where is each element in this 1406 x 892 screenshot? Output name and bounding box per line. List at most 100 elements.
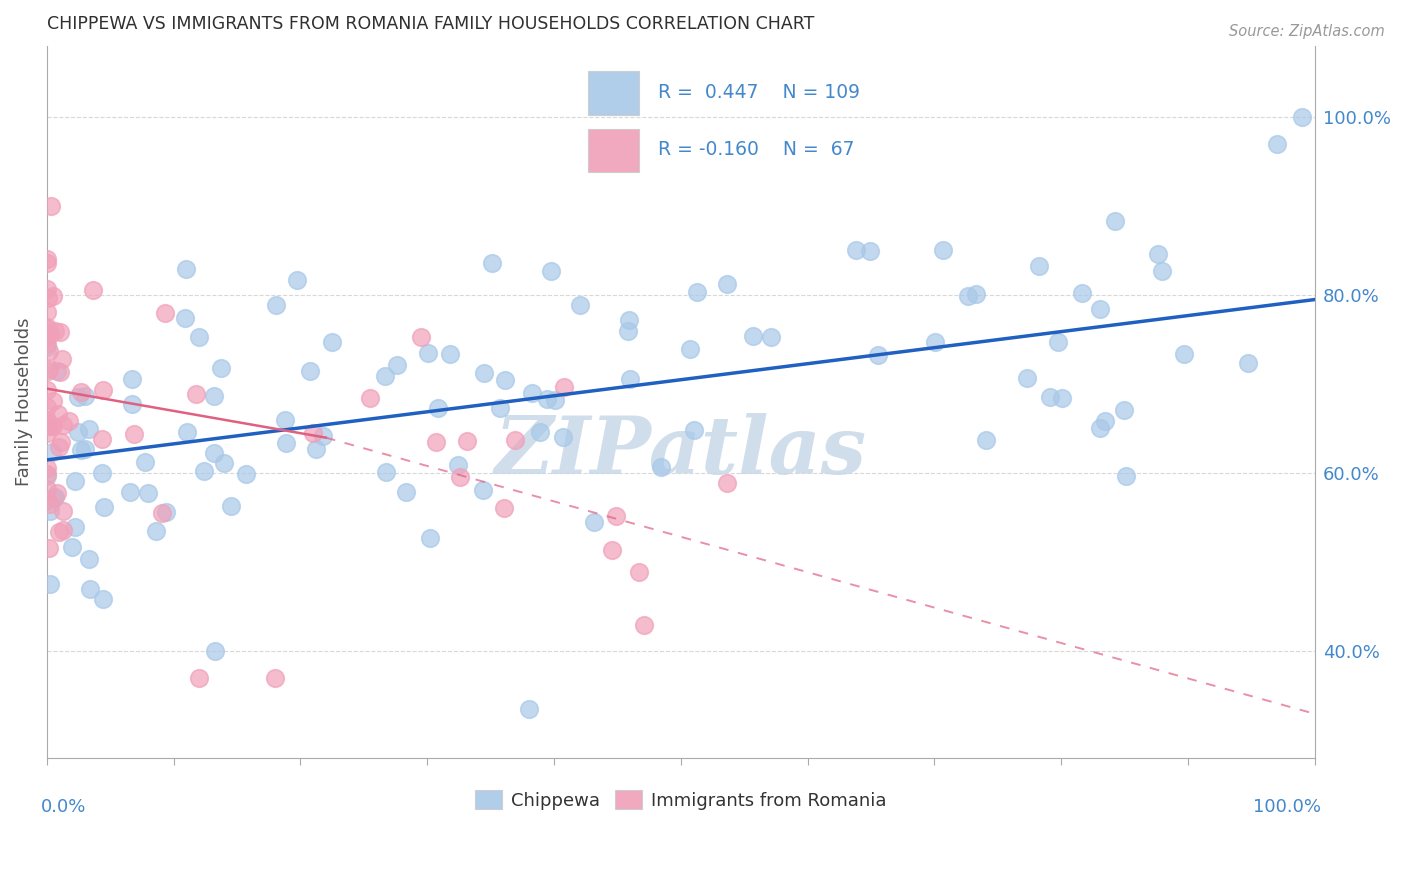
Point bbox=[42, 491, 65, 505]
Point bbox=[494, 373, 516, 387]
Point bbox=[617, 324, 640, 338]
Point bbox=[38, 361, 60, 376]
Point bbox=[134, 455, 156, 469]
Point bbox=[45, 486, 67, 500]
Point bbox=[395, 484, 418, 499]
Point bbox=[120, 485, 142, 500]
Point bbox=[619, 312, 641, 326]
Point bbox=[122, 426, 145, 441]
Point bbox=[411, 329, 433, 343]
Point bbox=[540, 264, 562, 278]
Point bbox=[35, 492, 58, 507]
Point bbox=[39, 418, 62, 433]
Point bbox=[633, 618, 655, 632]
Point bbox=[650, 460, 672, 475]
Point bbox=[1173, 347, 1195, 361]
Point bbox=[1104, 214, 1126, 228]
Point bbox=[716, 475, 738, 490]
Point bbox=[44, 490, 66, 504]
Point bbox=[174, 311, 197, 326]
Text: 0.0%: 0.0% bbox=[41, 797, 86, 815]
Point bbox=[759, 330, 782, 344]
Text: ZIPatlas: ZIPatlas bbox=[495, 413, 868, 491]
Point bbox=[1291, 110, 1313, 124]
Point bbox=[426, 401, 449, 415]
Point bbox=[529, 425, 551, 440]
Point bbox=[37, 469, 59, 483]
Point bbox=[187, 330, 209, 344]
Point bbox=[41, 445, 63, 459]
Point bbox=[202, 389, 225, 403]
Point bbox=[965, 287, 987, 301]
Point bbox=[359, 391, 381, 405]
Point bbox=[52, 418, 75, 433]
Point bbox=[202, 446, 225, 460]
Point bbox=[553, 379, 575, 393]
Point bbox=[82, 283, 104, 297]
Point bbox=[321, 335, 343, 350]
Point bbox=[51, 352, 73, 367]
Point bbox=[472, 483, 495, 498]
Point bbox=[264, 671, 287, 685]
Point bbox=[1046, 335, 1069, 350]
Point bbox=[41, 393, 63, 408]
Point bbox=[568, 298, 591, 312]
Point bbox=[93, 500, 115, 515]
Point bbox=[35, 467, 58, 481]
Point bbox=[600, 543, 623, 558]
Point bbox=[63, 474, 86, 488]
Point bbox=[184, 387, 207, 401]
Point bbox=[285, 273, 308, 287]
Point bbox=[155, 505, 177, 519]
Point bbox=[66, 425, 89, 440]
Point bbox=[79, 552, 101, 566]
Point bbox=[37, 330, 59, 344]
Point bbox=[37, 383, 59, 397]
Point bbox=[37, 282, 59, 296]
Point bbox=[212, 456, 235, 470]
Point bbox=[35, 336, 58, 351]
Point bbox=[51, 434, 73, 449]
Point bbox=[37, 413, 59, 427]
Point bbox=[1050, 391, 1073, 405]
Point bbox=[859, 244, 882, 258]
Point bbox=[418, 346, 440, 360]
Point bbox=[121, 397, 143, 411]
Point bbox=[35, 401, 58, 415]
Point bbox=[35, 320, 58, 334]
Point bbox=[439, 347, 461, 361]
Point bbox=[447, 458, 470, 472]
Point bbox=[75, 442, 97, 457]
Point bbox=[45, 364, 67, 378]
Point bbox=[39, 326, 62, 341]
Point bbox=[38, 504, 60, 518]
Point bbox=[91, 466, 114, 480]
Point bbox=[38, 497, 60, 511]
Point bbox=[35, 483, 58, 497]
Point bbox=[79, 422, 101, 436]
Point bbox=[683, 423, 706, 437]
Point bbox=[419, 531, 441, 545]
Point bbox=[46, 407, 69, 421]
Point bbox=[48, 524, 70, 539]
Point bbox=[35, 426, 58, 441]
Point bbox=[605, 509, 627, 524]
Point bbox=[1017, 371, 1039, 385]
Y-axis label: Family Households: Family Households bbox=[15, 318, 32, 486]
Point bbox=[37, 419, 59, 434]
Point bbox=[845, 243, 868, 257]
Point bbox=[35, 322, 58, 336]
Point bbox=[152, 506, 174, 520]
Point bbox=[544, 392, 567, 407]
Point bbox=[52, 504, 75, 518]
Point bbox=[204, 644, 226, 658]
Point bbox=[35, 256, 58, 270]
Point bbox=[1265, 136, 1288, 151]
Point bbox=[209, 360, 232, 375]
Point bbox=[37, 419, 59, 434]
Point bbox=[474, 366, 496, 380]
Point bbox=[60, 540, 83, 554]
Point bbox=[37, 364, 59, 378]
Point bbox=[924, 334, 946, 349]
Point bbox=[121, 371, 143, 385]
